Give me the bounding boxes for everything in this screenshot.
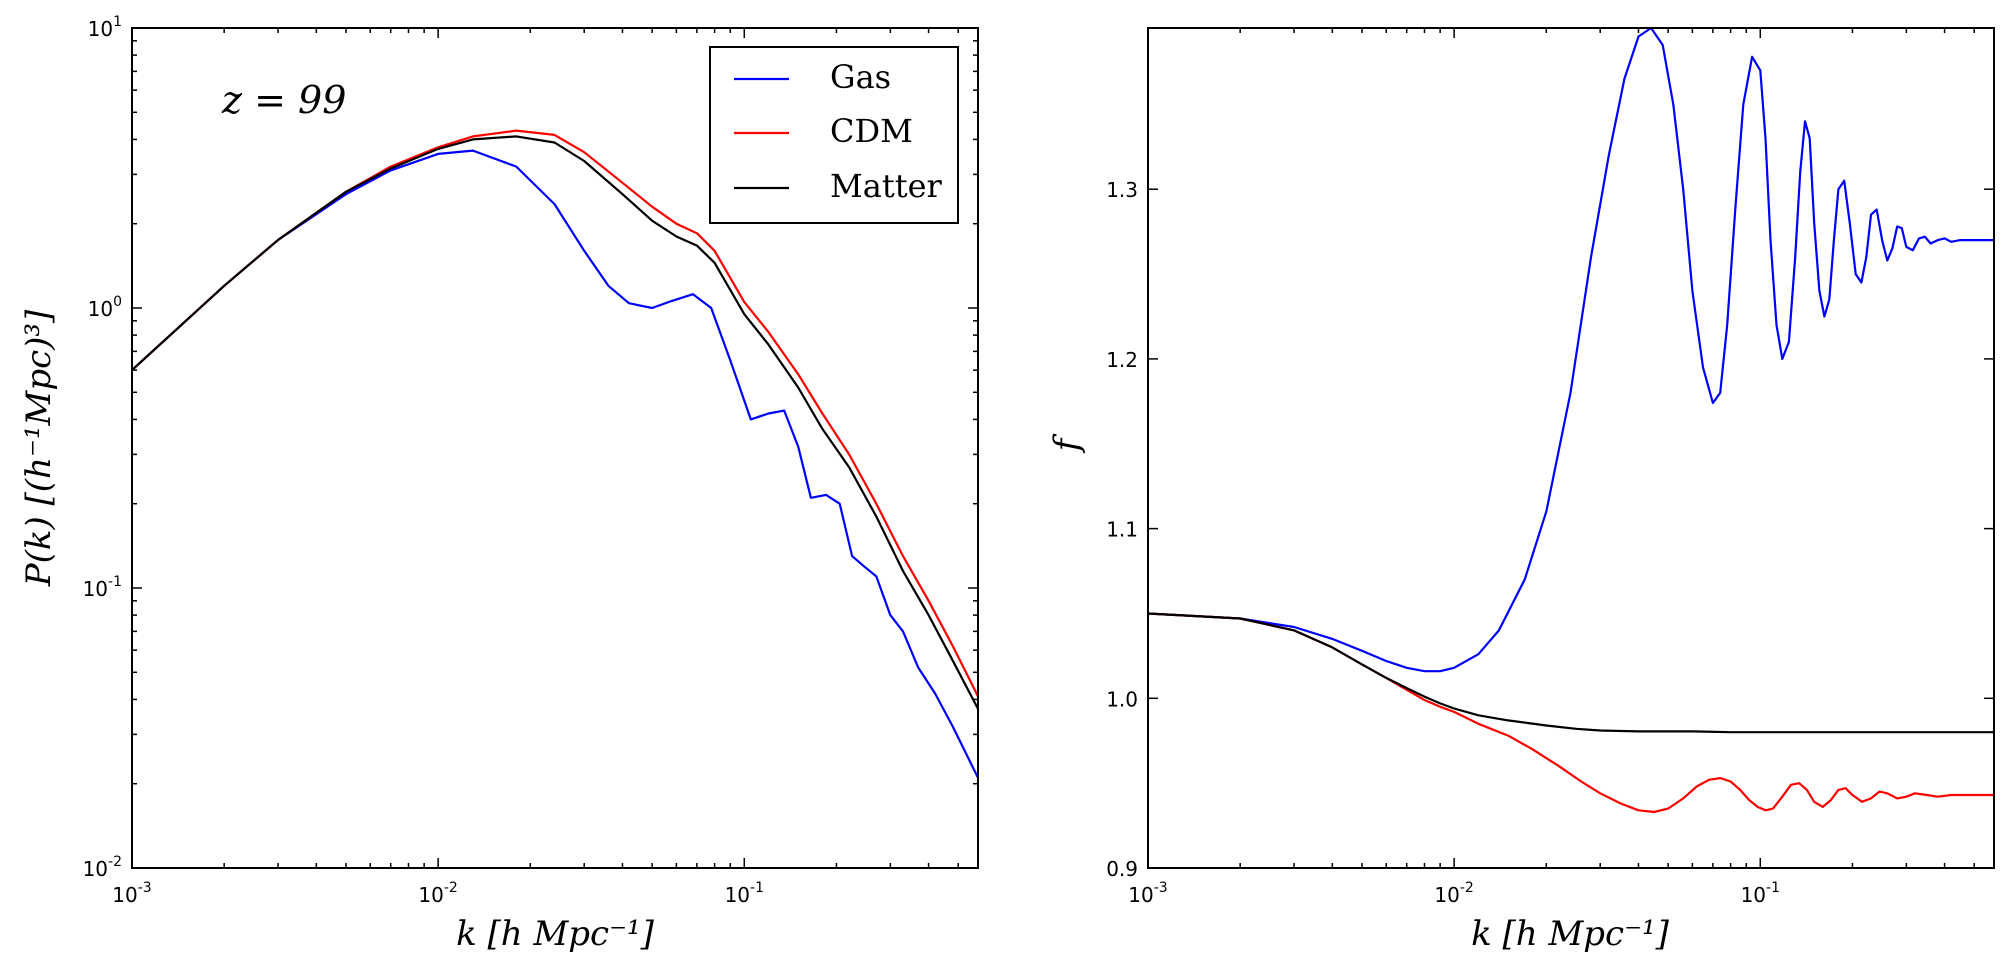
right-y-tick-label: 1.3 — [1106, 178, 1138, 202]
right-x-tick-label: 10-1 — [1741, 880, 1780, 907]
power-spectrum-frame — [131, 27, 979, 869]
right-y-axis-title: f — [1047, 433, 1087, 454]
redshift-annotation: z = 99 — [221, 78, 346, 122]
legend-label-cdm: CDM — [830, 112, 913, 150]
left-x-tick-label: 10-1 — [725, 880, 764, 907]
right-y-tick-label: 1.1 — [1106, 518, 1138, 542]
right-y-tick-label: 1.2 — [1106, 348, 1138, 372]
right-x-tick-label: 10-3 — [1128, 880, 1167, 907]
right-series-gas-line — [1147, 26, 1994, 673]
legend-label-matter: Matter — [830, 167, 943, 205]
left-y-axis-title: P(k) [(h⁻¹Mpc)³] — [19, 309, 59, 587]
left-y-tick-label: 10-1 — [83, 574, 122, 601]
left-y-tick-label: 100 — [88, 294, 122, 321]
right-y-tick-label: 1.0 — [1106, 687, 1138, 711]
left-x-tick-label: 10-3 — [112, 880, 151, 907]
right-x-tick-label: 10-2 — [1434, 880, 1473, 907]
left-series-matter-line — [131, 135, 979, 710]
legend-label-gas: Gas — [830, 58, 891, 96]
left-series-gas-line — [131, 149, 979, 779]
ratio-panel: 10-3 10-2 10-10.91.01.11.21.3 k [h Mpc⁻¹] … — [1047, 26, 1995, 954]
left-series-cdm-line — [131, 129, 979, 697]
legend: Gas CDM Matter — [709, 46, 959, 224]
left-y-tick-label: 101 — [88, 14, 122, 41]
left-x-axis-title: k [h Mpc⁻¹] — [456, 914, 655, 954]
right-series-matter-line — [1147, 612, 1994, 734]
legend-box — [709, 46, 959, 224]
ratio-frame — [1147, 27, 1995, 869]
right-series-cdm-line — [1147, 612, 1994, 814]
left-x-tick-label: 10-2 — [418, 880, 457, 907]
right-y-tick-label: 0.9 — [1106, 857, 1138, 881]
left-y-tick-label: 10-2 — [83, 854, 122, 881]
ratio-plot-area: 10-3 10-2 10-1 0.9 1.0 1.1 1.2 1.3 — [1106, 26, 1994, 907]
right-x-axis-title: k [h Mpc⁻¹] — [1471, 914, 1670, 954]
